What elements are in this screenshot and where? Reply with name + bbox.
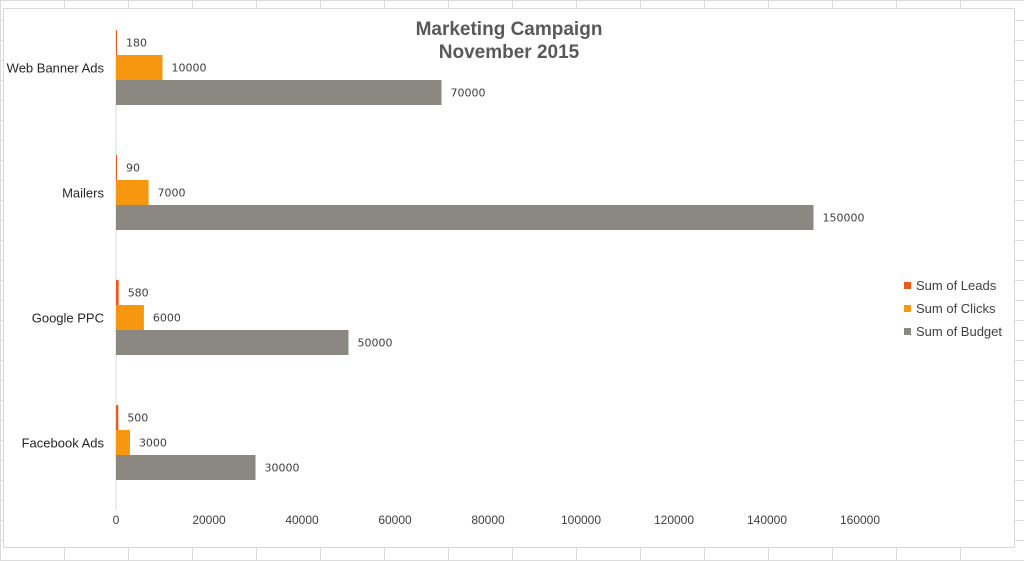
x-tick-label: 40000 <box>285 513 319 527</box>
bar-facebook-ads-sum-of-clicks <box>116 430 130 455</box>
bar-web-banner-ads-sum-of-clicks <box>116 55 163 80</box>
bar-google-ppc-sum-of-budget <box>116 330 349 355</box>
bar-facebook-ads-sum-of-leads <box>116 405 119 430</box>
data-label-google-ppc-sum-of-clicks: 6000 <box>153 312 181 325</box>
data-label-mailers-sum-of-budget: 150000 <box>823 212 865 225</box>
legend-label-clicks: Sum of Clicks <box>916 301 996 316</box>
data-label-mailers-sum-of-leads: 90 <box>126 162 140 175</box>
legend-label-leads: Sum of Leads <box>916 278 997 293</box>
category-label-mailers: Mailers <box>62 186 104 201</box>
x-tick-label: 20000 <box>192 513 226 527</box>
x-tick-label: 100000 <box>561 513 601 527</box>
x-tick-label: 0 <box>113 513 120 527</box>
bar-web-banner-ads-sum-of-budget <box>116 80 442 105</box>
x-tick-label: 80000 <box>471 513 505 527</box>
bar-google-ppc-sum-of-clicks <box>116 305 144 330</box>
legend-item-clicks: Sum of Clicks <box>904 297 1002 320</box>
category-label-facebook-ads: Facebook Ads <box>22 436 105 451</box>
bar-mailers-sum-of-leads <box>116 155 117 180</box>
data-label-mailers-sum-of-clicks: 7000 <box>158 187 186 200</box>
data-label-facebook-ads-sum-of-budget: 30000 <box>265 462 300 475</box>
bar-mailers-sum-of-clicks <box>116 180 149 205</box>
x-tick-label: 160000 <box>840 513 880 527</box>
legend-item-leads: Sum of Leads <box>904 274 1002 297</box>
bar-facebook-ads-sum-of-budget <box>116 455 256 480</box>
chart-title-line-1: Marketing Campaign <box>415 19 603 40</box>
bar-mailers-sum-of-budget <box>116 205 814 230</box>
x-tick-label: 60000 <box>378 513 412 527</box>
data-label-google-ppc-sum-of-budget: 50000 <box>358 337 393 350</box>
legend-label-budget: Sum of Budget <box>916 324 1002 339</box>
chart-title-line-2: November 2015 <box>438 42 580 63</box>
data-label-web-banner-ads-sum-of-budget: 70000 <box>451 87 486 100</box>
chart-title: Marketing Campaign November 2015 <box>380 18 638 64</box>
legend-swatch-budget <box>904 328 911 335</box>
legend-swatch-leads <box>904 282 911 289</box>
bar-web-banner-ads-sum-of-leads <box>116 30 117 55</box>
data-label-web-banner-ads-sum-of-leads: 180 <box>126 37 147 50</box>
category-label-web-banner-ads: Web Banner Ads <box>7 61 105 76</box>
data-label-web-banner-ads-sum-of-clicks: 10000 <box>172 62 207 75</box>
legend-swatch-clicks <box>904 305 911 312</box>
category-label-google-ppc: Google PPC <box>32 311 104 326</box>
chart-legend: Sum of Leads Sum of Clicks Sum of Budget <box>904 274 1002 343</box>
legend-item-budget: Sum of Budget <box>904 320 1002 343</box>
bar-google-ppc-sum-of-leads <box>116 280 119 305</box>
data-label-facebook-ads-sum-of-clicks: 3000 <box>139 437 167 450</box>
data-label-facebook-ads-sum-of-leads: 500 <box>127 412 148 425</box>
data-label-google-ppc-sum-of-leads: 580 <box>128 287 149 300</box>
x-tick-label: 120000 <box>654 513 694 527</box>
x-tick-label: 140000 <box>747 513 787 527</box>
